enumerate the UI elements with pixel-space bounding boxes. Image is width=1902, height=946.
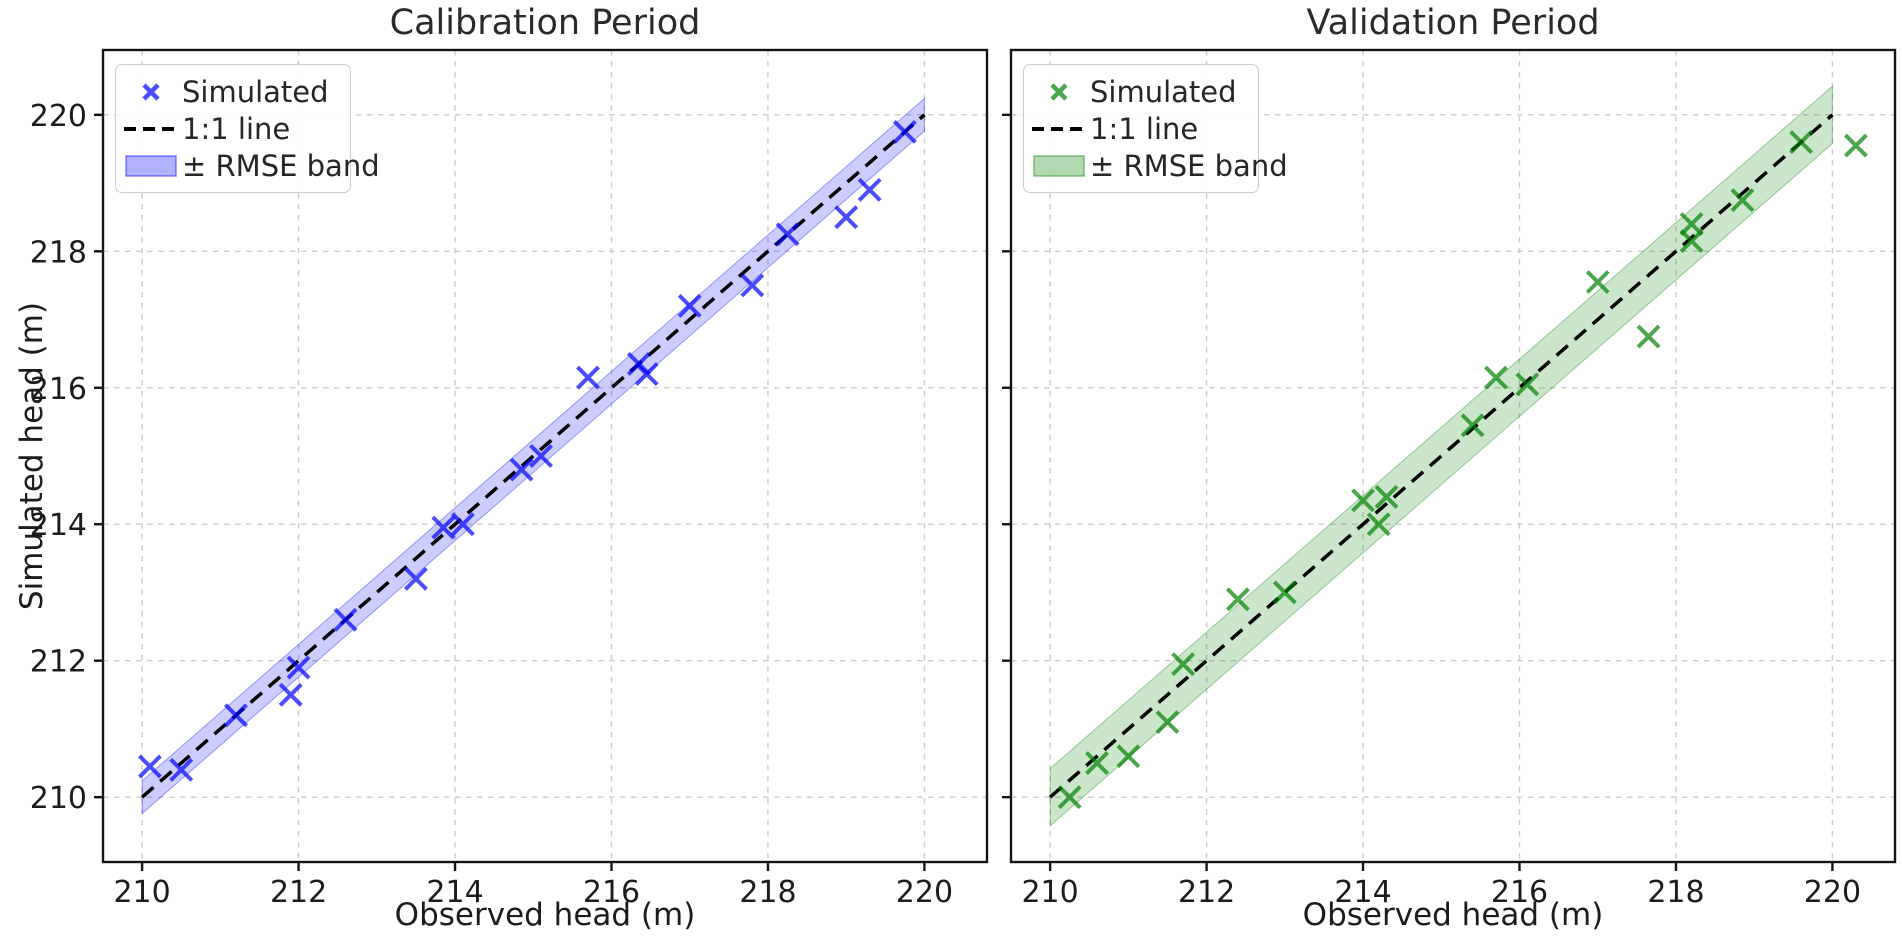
x-tick-label: 212 — [270, 875, 327, 910]
x-tick-label: 218 — [739, 875, 796, 910]
identity-line — [1048, 113, 1834, 799]
calibration-panel-title: Calibration Period — [389, 3, 701, 43]
calibration-xaxis-label: Observed head (m) — [394, 897, 696, 933]
legend-item-rmse-band: ± RMSE band — [1028, 147, 1288, 184]
scatter-point — [1272, 580, 1297, 605]
scatter-point — [1225, 587, 1250, 612]
scatter-point — [634, 362, 659, 387]
dashed-line-icon — [1028, 114, 1090, 144]
calibration-legend: Simulated 1:1 line ± RMSE band — [115, 64, 380, 193]
scatter-point — [1155, 710, 1180, 735]
yaxis-label: Simulated head (m) — [14, 301, 50, 611]
scatter-point — [278, 682, 303, 707]
x-tick-label: 210 — [1021, 875, 1078, 910]
y-tick-label: 216 — [30, 372, 87, 407]
scatter-point — [1116, 744, 1141, 769]
x-tick-label: 216 — [583, 875, 640, 910]
scatter-point — [529, 444, 554, 468]
scatter-point — [224, 703, 248, 728]
axes-frame — [101, 48, 989, 864]
x-tick-label: 214 — [426, 875, 483, 910]
scatter-point — [1085, 751, 1109, 775]
x-marker-icon — [1028, 77, 1090, 107]
x-tick-label: 216 — [1491, 875, 1548, 910]
scatter-point — [1730, 188, 1755, 213]
validation-legend: Simulated 1:1 line ± RMSE band — [1023, 64, 1288, 193]
scatter-point — [1374, 485, 1399, 509]
scatter-point — [1585, 270, 1610, 294]
band-swatch-icon — [1028, 151, 1090, 181]
scatter-point — [1366, 512, 1391, 537]
scatter-point — [509, 457, 534, 482]
legend-item-identity-line: 1:1 line — [120, 110, 344, 147]
scatter-point — [1679, 229, 1704, 253]
calibration-panel: 210 212 214 216 218 220 210 212 214 216 218 220 — [30, 48, 989, 910]
scatter-point — [1636, 324, 1661, 349]
scatter-point — [834, 205, 859, 230]
legend-item-simulated: Simulated — [120, 73, 344, 110]
scatter-point — [286, 655, 311, 680]
x-tick-label: 218 — [1647, 875, 1704, 910]
axes-frame — [1009, 48, 1897, 864]
x-tick-label: 212 — [1178, 875, 1235, 910]
scatter-point — [892, 119, 917, 144]
y-tick-label: 210 — [30, 781, 87, 816]
scatter-point — [1679, 212, 1704, 236]
scatter-point — [1057, 785, 1082, 810]
dashed-line-icon — [120, 114, 182, 144]
scatter-point — [431, 515, 456, 540]
x-tick-label: 220 — [896, 875, 953, 910]
legend-label-identity-line: 1:1 line — [182, 111, 291, 146]
x-tick-label: 214 — [1334, 875, 1391, 910]
legend-label-identity-line: 1:1 line — [1090, 111, 1199, 146]
legend-item-simulated: Simulated — [1028, 73, 1252, 110]
scatter-point — [677, 293, 702, 318]
validation-panel-title: Validation Period — [1306, 3, 1600, 43]
scatter-point — [576, 365, 600, 390]
scatter-point — [1484, 365, 1508, 390]
x-marker-icon — [120, 77, 182, 107]
scatter-point — [333, 607, 358, 632]
scatter-point — [1351, 488, 1375, 513]
scatter-point — [775, 222, 800, 247]
x-tick-label: 210 — [113, 875, 170, 910]
validation-panel: 210 212 214 216 218 220 — [1002, 48, 1897, 910]
band-swatch-icon — [120, 151, 182, 181]
scatter-point — [857, 177, 882, 202]
scatter-point — [1843, 133, 1868, 158]
scatter-point — [1460, 413, 1485, 438]
scatter-point — [740, 273, 765, 298]
legend-label-rmse-band: ± RMSE band — [1090, 148, 1288, 183]
scatter-point — [404, 566, 428, 591]
legend-label-simulated: Simulated — [182, 74, 329, 109]
scatter-point — [169, 757, 194, 782]
legend-label-simulated: Simulated — [1090, 74, 1237, 109]
scatter-point — [450, 512, 475, 537]
scatter-point — [1789, 130, 1814, 155]
rmse-band — [1049, 85, 1833, 827]
legend-item-identity-line: 1:1 line — [1028, 110, 1252, 147]
y-tick-label: 214 — [30, 508, 87, 543]
scatter-point — [1515, 372, 1540, 397]
scatter-point — [1171, 652, 1196, 677]
legend-item-rmse-band: ± RMSE band — [120, 147, 380, 184]
legend-label-rmse-band: ± RMSE band — [182, 148, 380, 183]
scatter-point — [138, 754, 162, 779]
y-tick-label: 218 — [30, 235, 87, 270]
rmse-band — [141, 97, 925, 815]
validation-xaxis-label: Observed head (m) — [1302, 897, 1604, 933]
y-tick-label: 220 — [30, 99, 87, 134]
x-tick-label: 220 — [1804, 875, 1861, 910]
y-tick-label: 212 — [30, 645, 87, 680]
